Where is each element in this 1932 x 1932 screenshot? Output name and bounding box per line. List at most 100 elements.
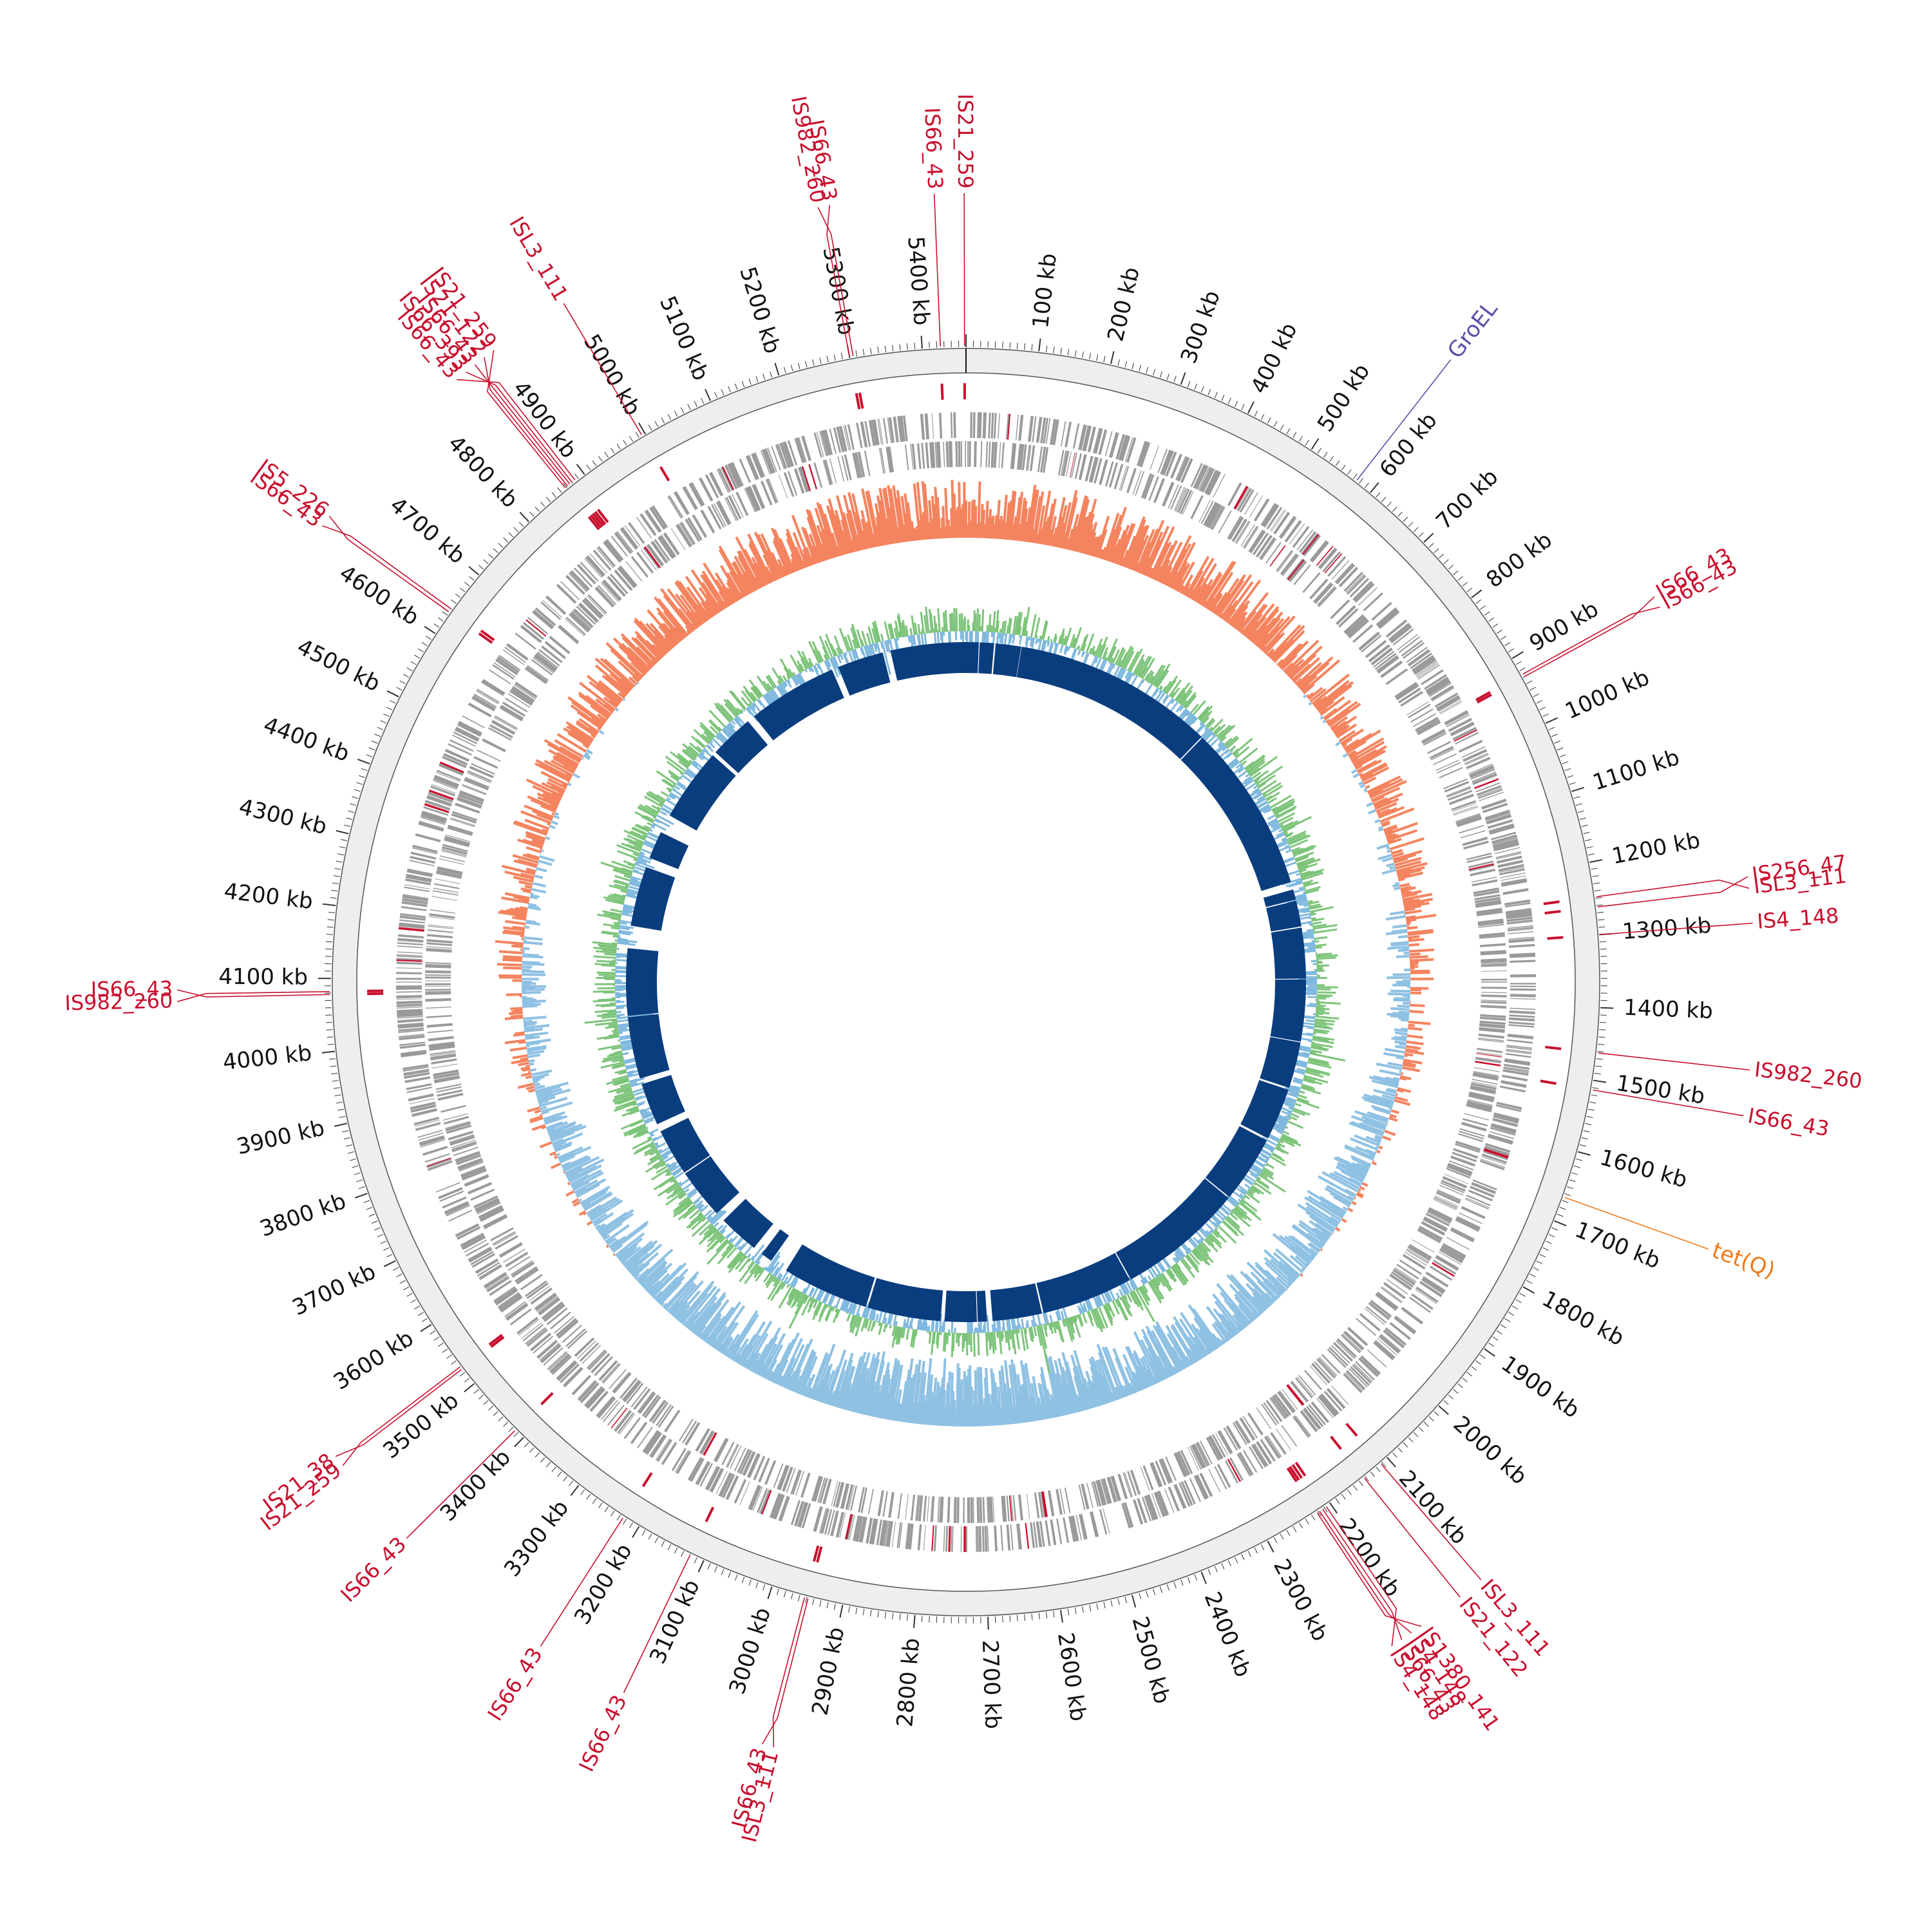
gc-skew-bar (663, 1271, 699, 1310)
scale-tick (1074, 350, 1077, 357)
gc-skew-bar (497, 963, 522, 967)
gc-content-bar (1112, 649, 1121, 664)
gc-skew-bar (1219, 1291, 1249, 1327)
gc-skew-bar (719, 565, 742, 600)
scale-tick (1153, 1589, 1156, 1595)
gc-skew-bar (587, 1207, 603, 1218)
cds-segment (445, 1121, 471, 1132)
gc-content-bar (1308, 1058, 1327, 1065)
gc-skew-bar (1393, 857, 1408, 864)
gc-skew-bar (1276, 1276, 1289, 1289)
cds-segment (1199, 1441, 1213, 1464)
gc-skew-bar (554, 811, 560, 816)
gc-skew-bar (554, 1155, 558, 1160)
gc-skew-bar (526, 853, 540, 860)
cds-segment (470, 1188, 495, 1201)
gc-skew-bar (731, 562, 752, 594)
is-element-mark (480, 629, 495, 641)
cds-segment (1010, 1524, 1014, 1551)
gc-content-bar (1214, 724, 1226, 735)
gc-skew-bar (957, 1367, 961, 1426)
scale-label: 4400 kb (260, 712, 353, 767)
cds-segment (661, 1442, 676, 1464)
cds-segment (985, 441, 989, 468)
gc-skew-bar (573, 773, 581, 779)
scale-tick (805, 361, 808, 368)
scale-label: 1200 kb (1610, 828, 1703, 869)
cds-segment (980, 441, 983, 468)
gc-content-bar (1274, 813, 1280, 817)
gc-content-bar (1200, 710, 1213, 723)
gc-skew-bar (1173, 565, 1188, 591)
cds-segment (458, 793, 484, 805)
gc-skew-bar (1387, 829, 1418, 842)
cds-segment (891, 1521, 896, 1548)
gc-skew-bar (523, 1016, 547, 1021)
gc-skew-bar (1156, 1325, 1184, 1371)
cds-segment (499, 706, 523, 722)
cds-segment (546, 1307, 568, 1325)
gc-skew-bar (531, 1069, 553, 1077)
cds-segment (916, 443, 922, 469)
gc-skew-bar (858, 1354, 876, 1414)
scale-tick (503, 537, 509, 543)
cds-segment (616, 531, 634, 553)
cds-segment (1463, 840, 1489, 850)
scale-tick (413, 1305, 421, 1310)
cds-segment (1481, 987, 1507, 989)
is-element-mark (816, 1546, 823, 1563)
gc-skew-bar (712, 1332, 725, 1349)
gc-skew-bar (700, 574, 725, 611)
gc-skew-bar (934, 487, 940, 539)
gc-skew-bar (621, 643, 650, 672)
gc-content-bar (1022, 620, 1027, 636)
gc-skew-bar (1394, 997, 1410, 1001)
cds-segment (395, 981, 422, 983)
cds-segment (446, 1204, 470, 1217)
gc-skew-bar (1128, 525, 1148, 570)
gc-skew-bar (875, 1374, 886, 1418)
cds-segment (1155, 1461, 1167, 1485)
gc-skew-bar (522, 954, 544, 959)
gc-skew-bar (1390, 850, 1393, 854)
cds-segment (442, 844, 468, 853)
gc-skew-bar (1016, 1374, 1026, 1423)
gc-skew-bar (854, 512, 866, 550)
gc-skew-bar (737, 1334, 757, 1365)
gc-skew-bar (1222, 600, 1238, 621)
gc-skew-bar (541, 782, 565, 795)
cds-segment (1089, 1511, 1098, 1537)
gc-skew-bar (549, 824, 556, 829)
gc-skew-bar (702, 1317, 721, 1341)
scale-label: 3700 kb (289, 1258, 380, 1321)
cds-segment (637, 1391, 655, 1414)
scale-tick (1562, 761, 1569, 764)
gc-content-bar (1316, 1008, 1325, 1011)
cds-segment (1412, 1239, 1435, 1253)
gc-skew-bar (1374, 819, 1381, 824)
gc-skew-bar (1035, 1403, 1041, 1421)
gc-skew-bar (776, 1374, 783, 1385)
scale-tick (1347, 469, 1352, 475)
cds-segment (1358, 587, 1378, 606)
cds-segment (1037, 417, 1042, 443)
cds-segment (457, 723, 481, 737)
gc-skew-bar (1133, 1331, 1160, 1383)
gc-skew-bar (554, 754, 578, 769)
gc-content-bar (1059, 632, 1065, 645)
cds-segment (1495, 853, 1522, 860)
gc-content-bar (1218, 742, 1224, 748)
gc-skew-bar (517, 1083, 534, 1089)
gc-skew-bar (537, 1094, 555, 1102)
gc-content-bar (1017, 612, 1023, 636)
gc-skew-bar (1298, 1220, 1329, 1242)
cds-segment (1311, 1363, 1331, 1384)
cds-segment (1436, 1190, 1461, 1202)
cds-segment (526, 1329, 547, 1346)
gc-skew-bar (586, 1204, 602, 1215)
scale-tick (529, 1447, 535, 1453)
gc-skew-bar (1396, 867, 1413, 875)
cds-segment (1061, 450, 1067, 476)
cds-segment (452, 734, 476, 747)
cds-segment (614, 532, 632, 554)
